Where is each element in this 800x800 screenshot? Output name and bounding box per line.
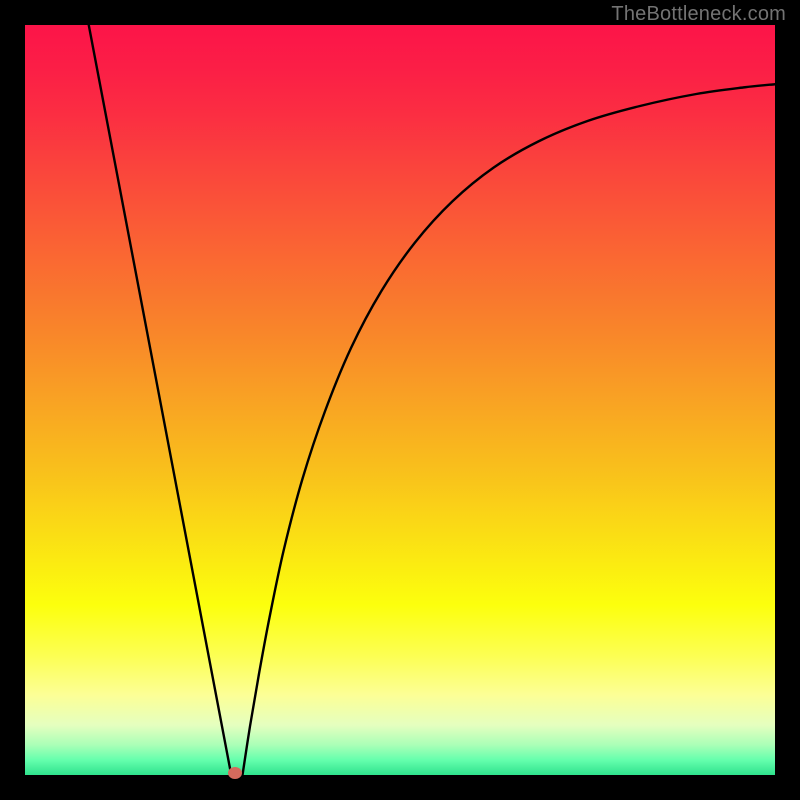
watermark-text: TheBottleneck.com [611, 3, 786, 26]
curve-right-segment [243, 84, 776, 775]
curve-layer [25, 25, 775, 775]
curve-left-segment [89, 25, 232, 775]
vertex-marker [228, 767, 242, 779]
plot-area [25, 25, 775, 775]
